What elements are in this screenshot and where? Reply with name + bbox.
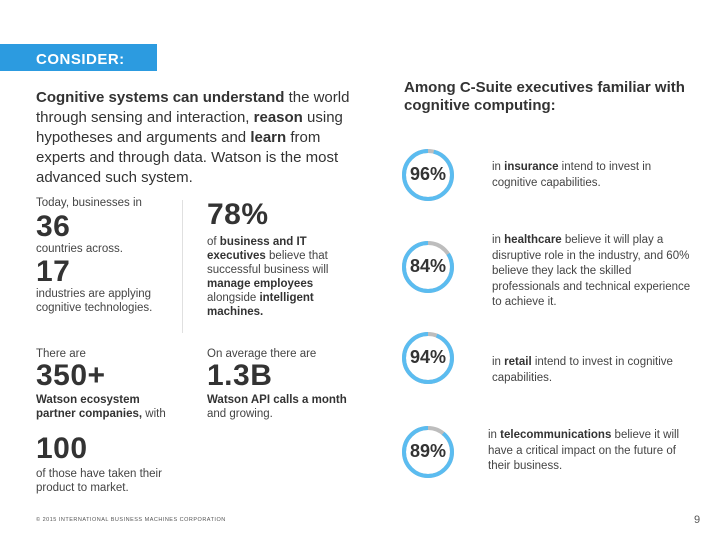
column-divider	[182, 200, 183, 333]
intro-bold-2: reason	[253, 109, 303, 126]
taken-value: 100	[36, 432, 88, 465]
progress-ring	[402, 426, 454, 478]
progress-ring	[402, 241, 454, 293]
ring-desc-pre: in	[492, 234, 505, 246]
partners-value: 350+	[36, 359, 106, 392]
api-label-bold: Watson API calls a month	[207, 394, 347, 406]
copyright-notice: © 2015 INTERNATIONAL BUSINESS MACHINES C…	[36, 517, 226, 523]
pct-label-e: alongside	[207, 292, 260, 304]
right-heading: Among C-Suite executives familiar with c…	[404, 79, 685, 114]
ring-value: 89%	[409, 441, 447, 461]
consider-label: CONSIDER:	[36, 51, 125, 68]
progress-ring-fill	[402, 241, 454, 293]
ring-desc-pre: in	[492, 161, 505, 173]
progress-ring	[402, 332, 454, 384]
progress-ring-fill	[402, 426, 454, 478]
intro-text-2: using hypotheses and arguments and	[36, 109, 343, 146]
pct-label-f: intelligent machines.	[207, 292, 314, 318]
consider-banner	[0, 44, 157, 71]
api-label: Watson API calls a month and growing.	[207, 393, 367, 421]
today-label: Today, businesses in	[36, 197, 142, 209]
pct-label-c: believe that successful business will	[207, 250, 329, 276]
ring-description: in telecommunications believe it will ha…	[488, 428, 688, 475]
ring-desc-industry: retail	[504, 356, 532, 368]
ring-desc-post: believe it will play a disruptive role i…	[492, 234, 691, 308]
average-label: On average there are	[207, 348, 317, 360]
api-label-rest: and growing.	[207, 408, 273, 420]
ring-desc-pre: in	[492, 356, 505, 368]
partners-label-rest: with	[142, 408, 166, 420]
progress-ring-fill	[402, 149, 454, 201]
ring-desc-industry: insurance	[504, 161, 559, 173]
ring-value: 96%	[409, 164, 447, 184]
industries-label: industries are applying cognitive techno…	[36, 288, 153, 314]
intro-text-1: the world through sensing and interactio…	[36, 89, 350, 126]
pct-label: of business and IT executives believe th…	[207, 235, 362, 319]
ring-value: 84%	[409, 256, 447, 276]
countries-value: 36	[36, 210, 71, 243]
api-value: 1.3B	[207, 359, 273, 392]
pct-value: 78%	[207, 198, 269, 231]
ring-desc-post: intend to invest in cognitive capabiliti…	[492, 161, 652, 189]
intro-text-3: from experts and through data. Watson is…	[36, 129, 339, 186]
countries-label: countries across.	[36, 243, 123, 255]
ring-desc-pre: in	[488, 429, 501, 441]
ring-description: in healthcare believe it will play a dis…	[492, 233, 692, 311]
ring-description: in insurance intend to invest in cogniti…	[492, 160, 692, 191]
pct-label-a: of	[207, 236, 220, 248]
partners-label-bold: Watson ecosystem partner companies,	[36, 394, 143, 420]
intro-bold-1: Cognitive systems can understand	[36, 89, 285, 106]
pct-label-b: business and IT executives	[207, 236, 307, 262]
there-are-label: There are	[36, 348, 86, 360]
ring-description: in retail intend to invest in cognitive …	[492, 355, 692, 386]
ring-value: 94%	[409, 347, 447, 367]
taken-label: of those have taken their product to mar…	[36, 468, 162, 494]
progress-ring-fill	[402, 332, 454, 384]
partners-label: Watson ecosystem partner companies, with	[36, 393, 166, 421]
pct-label-d: manage employees	[207, 278, 314, 290]
intro-paragraph: Cognitive systems can understand the wor…	[36, 88, 356, 188]
ring-desc-post: intend to invest in cognitive capabiliti…	[492, 356, 673, 384]
ring-desc-post: believe it will have a critical impact o…	[488, 429, 680, 472]
page-number: 9	[694, 514, 701, 526]
ring-desc-industry: telecommunications	[500, 429, 612, 441]
ring-desc-industry: healthcare	[504, 234, 562, 246]
progress-ring	[402, 149, 454, 201]
intro-bold-3: learn	[250, 129, 287, 146]
industries-value: 17	[36, 255, 71, 288]
